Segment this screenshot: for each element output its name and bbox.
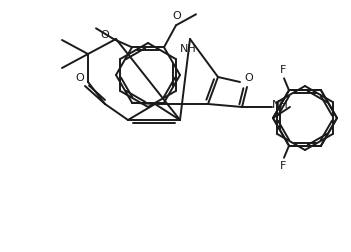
Text: NH: NH [180,44,196,54]
Text: O: O [173,11,181,21]
Text: O: O [75,73,84,83]
Text: F: F [280,161,286,171]
Text: O: O [101,30,110,40]
Text: F: F [280,65,286,75]
Text: NH: NH [272,100,289,110]
Text: O: O [245,73,253,83]
